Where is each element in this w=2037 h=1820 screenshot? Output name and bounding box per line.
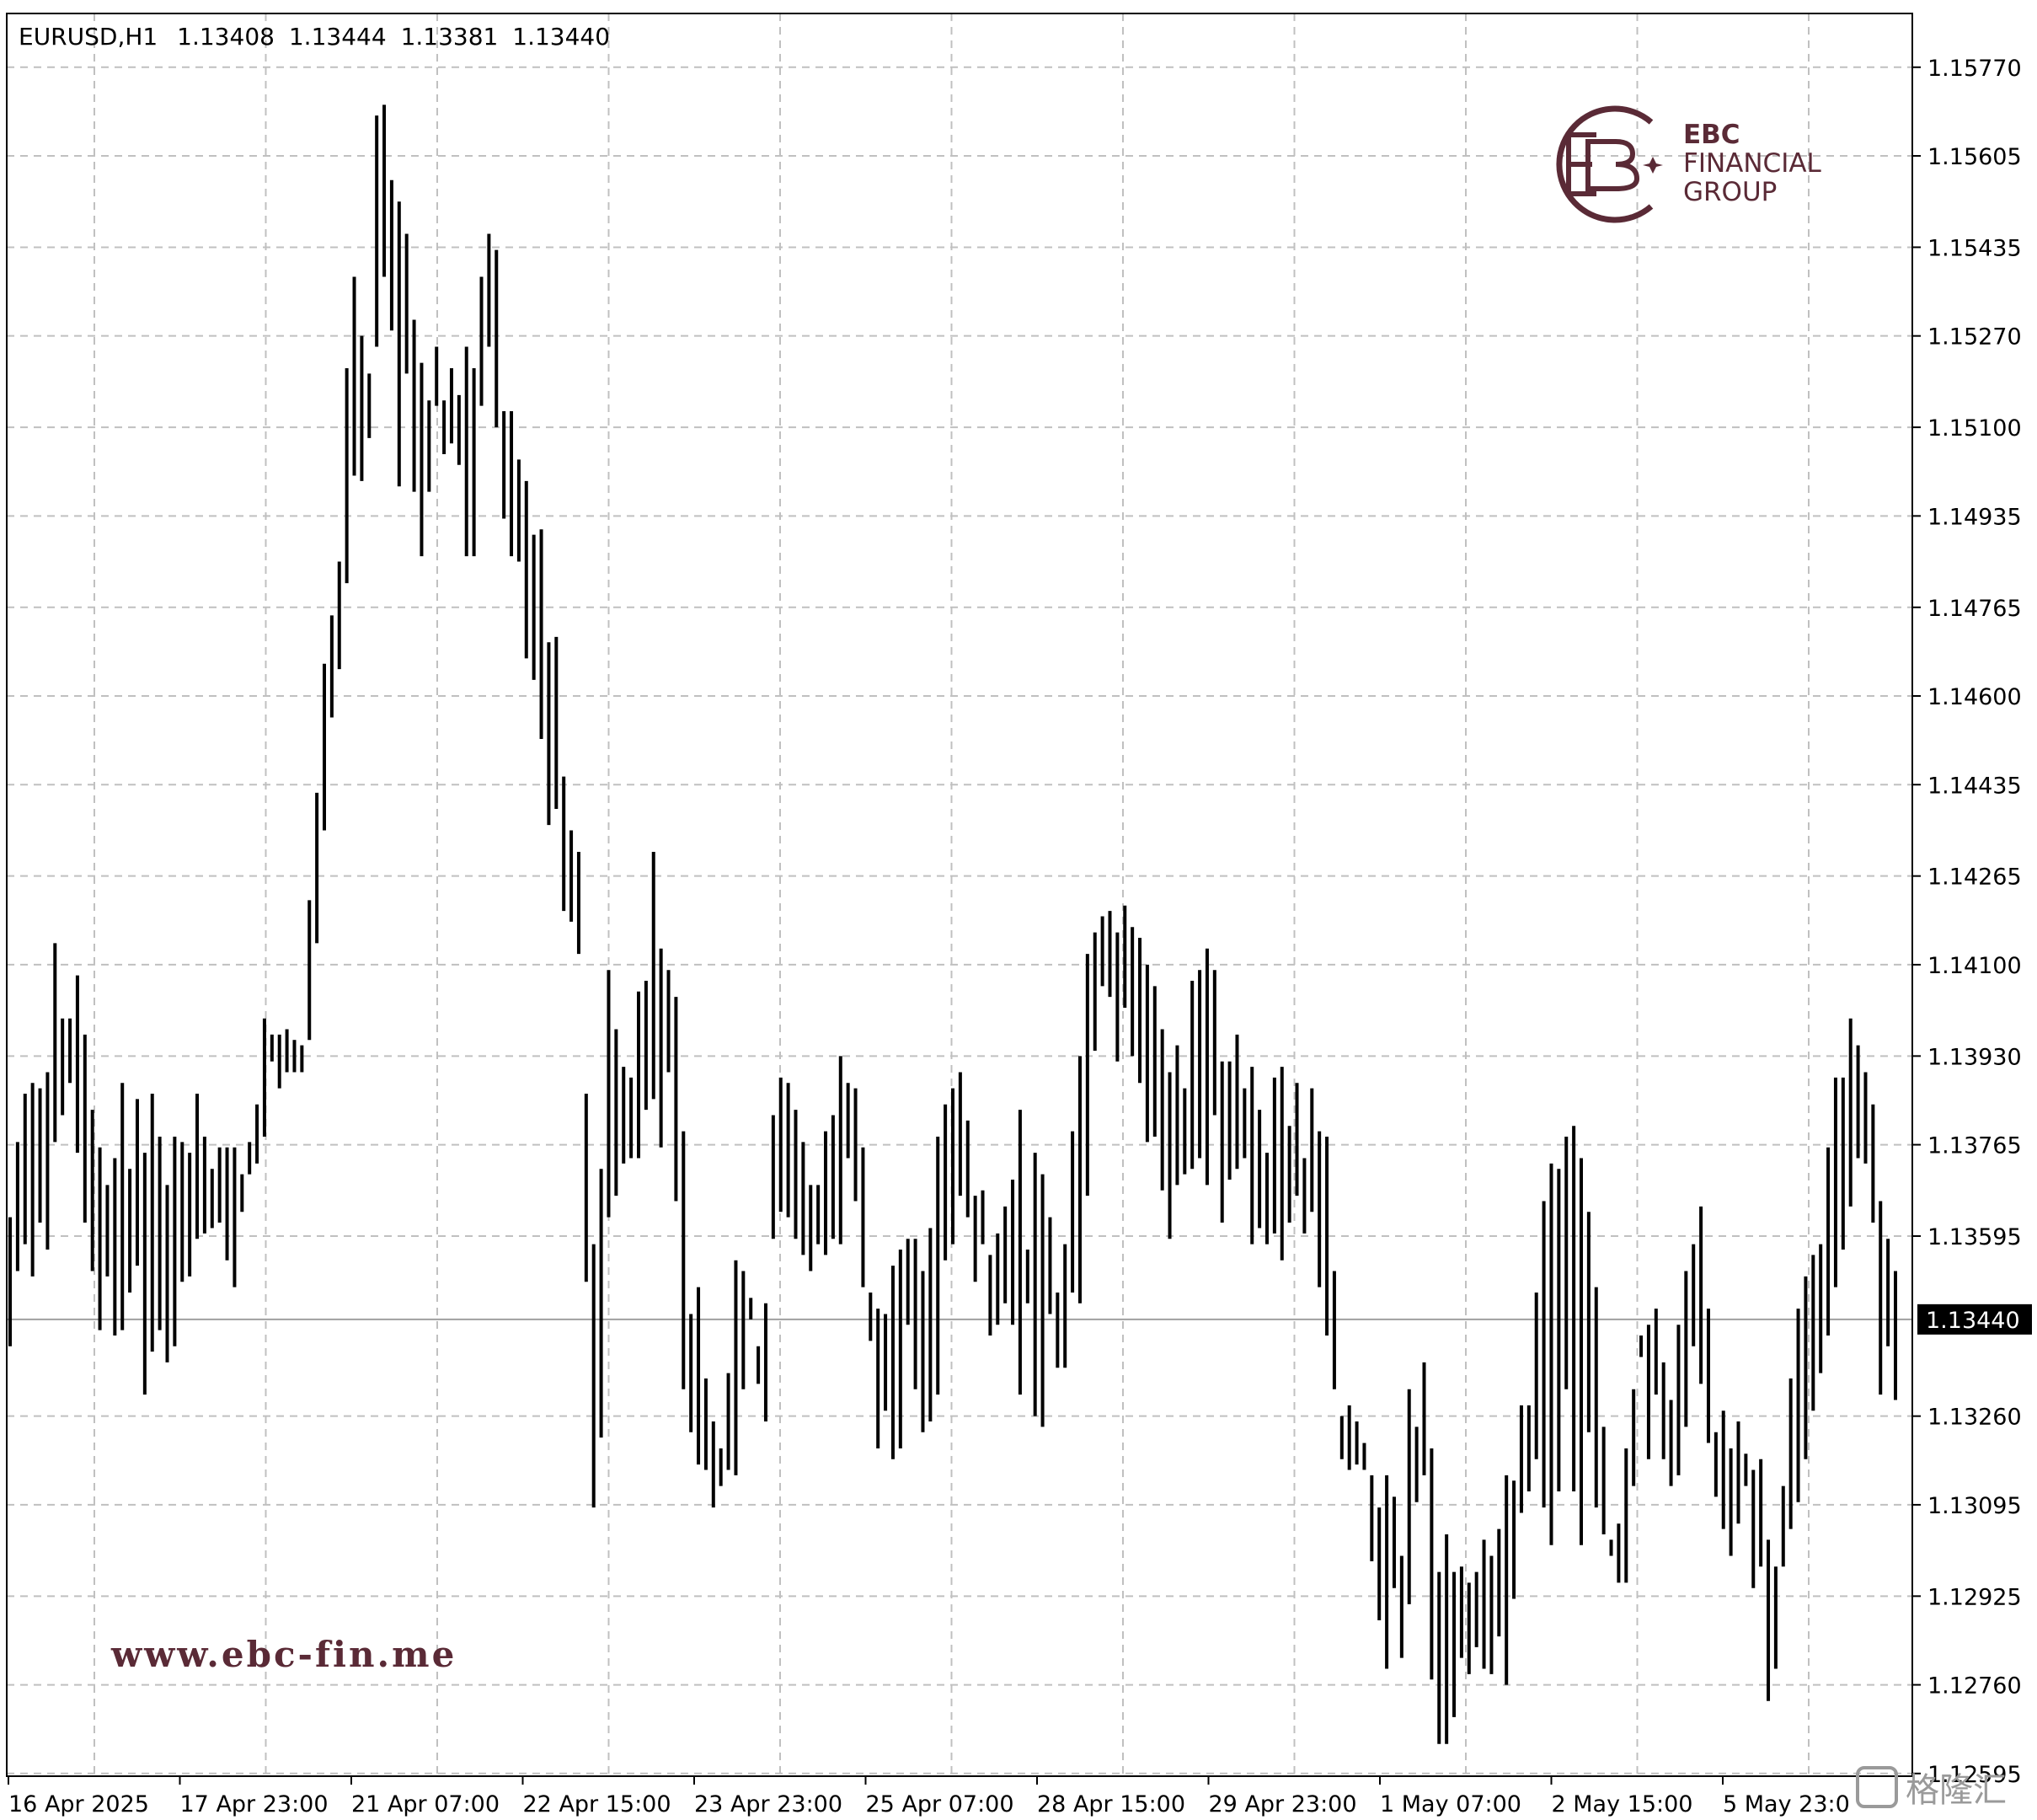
corner-watermark: 格隆汇 <box>1856 1766 2007 1810</box>
y-tick-label: 1.14600 <box>1927 684 2022 710</box>
website-url: www.ebc-fin.me <box>110 1634 457 1675</box>
y-tick-label: 1.14935 <box>1927 504 2022 530</box>
logo-e-icon <box>1566 132 1596 196</box>
y-tick-label: 1.14100 <box>1927 953 2022 979</box>
x-tick-label: 21 Apr 07:00 <box>351 1791 500 1817</box>
y-tick-label: 1.15605 <box>1927 144 2022 170</box>
watermark-logo-icon <box>1856 1766 1898 1808</box>
logo-star-icon <box>1643 157 1663 174</box>
y-tick-label: 1.12595 <box>1927 1762 2022 1788</box>
x-tick-label: 5 May 23:0 <box>1723 1791 1850 1817</box>
y-tick-label: 1.15770 <box>1927 56 2022 82</box>
header-open: 1.13408 <box>177 23 275 51</box>
time-axis[interactable]: 16 Apr 2025 17 Apr 23:00 21 Apr 07:00 22 Ap… <box>8 1776 1850 1817</box>
price-axis[interactable]: 1.15770 1.15605 1.15435 1.15270 1.15100 1.149… <box>1912 56 2032 1788</box>
y-tick-label: 1.13095 <box>1927 1493 2022 1519</box>
y-tick-label: 1.15435 <box>1927 235 2022 261</box>
y-tick-label: 1.14435 <box>1927 773 2022 799</box>
current-price-label: 1.13440 <box>1926 1308 2020 1334</box>
y-tick-label: 1.15270 <box>1927 324 2022 351</box>
y-tick-label: 1.12760 <box>1927 1673 2022 1700</box>
x-tick-label: 22 Apr 15:00 <box>523 1791 671 1817</box>
y-tick-label: 1.14265 <box>1927 864 2022 891</box>
x-tick-label: 25 Apr 07:00 <box>866 1791 1014 1817</box>
x-tick-label: 23 Apr 23:00 <box>694 1791 842 1817</box>
plot-frame <box>6 13 1913 1777</box>
y-tick-label: 1.14765 <box>1927 596 2022 622</box>
watermark-text: 格隆汇 <box>1906 1771 2007 1810</box>
brand-line-2: FINANCIAL <box>1683 148 1822 179</box>
x-tick-label: 2 May 15:00 <box>1552 1791 1693 1817</box>
brand-line-1: EBC <box>1683 120 1740 150</box>
header-low: 1.13381 <box>401 23 499 51</box>
x-tick-label: 29 Apr 23:00 <box>1209 1791 1357 1817</box>
y-tick-label: 1.15100 <box>1927 415 2022 442</box>
header-high: 1.13444 <box>289 23 387 51</box>
ebc-logo: EBC FINANCIAL GROUP <box>1556 105 1822 223</box>
ohlc-bars <box>8 104 1897 1744</box>
chart-header: EURUSD,H1 1.13408 1.13444 1.13381 1.1344… <box>19 23 610 51</box>
logo-ring-icon <box>1556 105 1654 223</box>
y-tick-label: 1.13260 <box>1927 1405 2022 1431</box>
y-tick-label: 1.13765 <box>1927 1133 2022 1159</box>
logo-b-icon <box>1585 139 1640 191</box>
y-tick-label: 1.12925 <box>1927 1584 2022 1610</box>
x-tick-label: 28 Apr 15:00 <box>1037 1791 1185 1817</box>
x-tick-label: 17 Apr 23:00 <box>180 1791 329 1817</box>
current-price-badge <box>1917 1303 2032 1335</box>
header-close: 1.13440 <box>512 23 610 51</box>
y-tick-label: 1.13595 <box>1927 1224 2022 1250</box>
y-tick-label: 1.13930 <box>1927 1044 2022 1070</box>
header-symbol: EURUSD,H1 <box>19 23 158 51</box>
brand-line-3: GROUP <box>1683 177 1777 207</box>
x-tick-label: 1 May 07:00 <box>1380 1791 1521 1817</box>
x-tick-label: 16 Apr 2025 <box>8 1791 149 1817</box>
